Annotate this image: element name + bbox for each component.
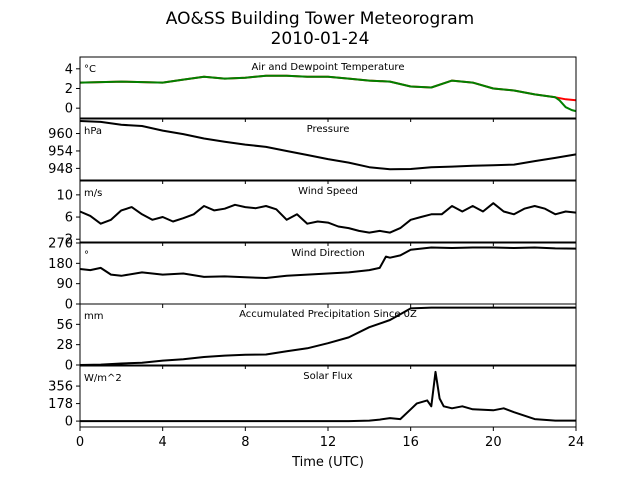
- x-tick-label: 0: [76, 435, 84, 450]
- series-line-1: [79, 306, 576, 366]
- y-tick-label: 270: [48, 237, 73, 252]
- panel-title: Solar Flux: [303, 371, 353, 382]
- y-tick-label: 6: [65, 211, 73, 226]
- panel-3: 10 6 2 Wind Speed m/s: [56, 180, 577, 248]
- series-line-1: [79, 202, 577, 234]
- panel-title: Wind Direction: [291, 248, 365, 259]
- x-tick-label: 4: [159, 435, 167, 450]
- series-line-1: [79, 246, 577, 279]
- y-tick-label: 948: [48, 162, 73, 177]
- panel-unit: m/s: [84, 188, 102, 199]
- panel-2: 960 954 948 Pressure hPa: [48, 118, 577, 184]
- x-axis-label: Time (UTC): [291, 455, 364, 470]
- panel-title: Accumulated Precipitation Since 0Z: [239, 309, 417, 320]
- series-line-1: [79, 74, 577, 102]
- y-tick-label: 10: [56, 188, 73, 203]
- x-tick-label: 16: [402, 435, 419, 450]
- series-line-1: [80, 370, 576, 423]
- y-tick-label: 28: [56, 338, 73, 353]
- x-tick-label: 12: [320, 435, 337, 450]
- series-line-2: [79, 74, 577, 113]
- panel-unit: °C: [84, 64, 96, 75]
- y-tick-label: 356: [48, 380, 73, 395]
- panel-6: 356 178 0 Solar Flux W/m^2 0 4 8 12 16 20 24: [48, 365, 585, 450]
- y-tick-label: 2: [65, 82, 73, 97]
- figure-title-line2: 2010-01-24: [271, 29, 370, 49]
- y-tick-label: 56: [56, 318, 73, 333]
- panel-5: 56 28 0 Accumulated Precipitation Since 0Z m…: [56, 303, 577, 374]
- panel-unit: mm: [84, 311, 103, 322]
- panel-title: Air and Dewpoint Temperature: [252, 62, 405, 73]
- panel-title: Pressure: [307, 124, 350, 135]
- figure-title-line1: AO&SS Building Tower Meteorogram: [166, 9, 474, 29]
- y-tick-label: 178: [48, 397, 73, 412]
- y-tick-label: 2: [65, 233, 73, 248]
- panel-unit: °: [84, 250, 89, 261]
- panel-unit: W/m^2: [84, 373, 122, 384]
- y-tick-label: 0: [65, 102, 73, 117]
- panel-4: 270 180 90 0 Wind Direction °: [48, 237, 577, 313]
- x-tick-label: 24: [568, 435, 585, 450]
- y-tick-label: 960: [48, 127, 73, 142]
- y-tick-label: 90: [56, 277, 73, 292]
- y-tick-label: 0: [65, 415, 73, 430]
- y-tick-label: 180: [48, 257, 73, 272]
- y-tick-label: 4: [65, 62, 73, 77]
- panel-title: Wind Speed: [298, 186, 358, 197]
- x-tick-label: 20: [485, 435, 502, 450]
- panel-unit: hPa: [84, 126, 102, 137]
- series-line-1: [79, 120, 577, 171]
- y-tick-label: 0: [65, 359, 73, 374]
- y-tick-label: 954: [48, 144, 73, 159]
- y-tick-label: 0: [65, 298, 73, 313]
- panel-1: 4 2 0 Air and Dewpoint Temperature °C: [65, 56, 577, 122]
- x-tick-label: 8: [241, 435, 249, 450]
